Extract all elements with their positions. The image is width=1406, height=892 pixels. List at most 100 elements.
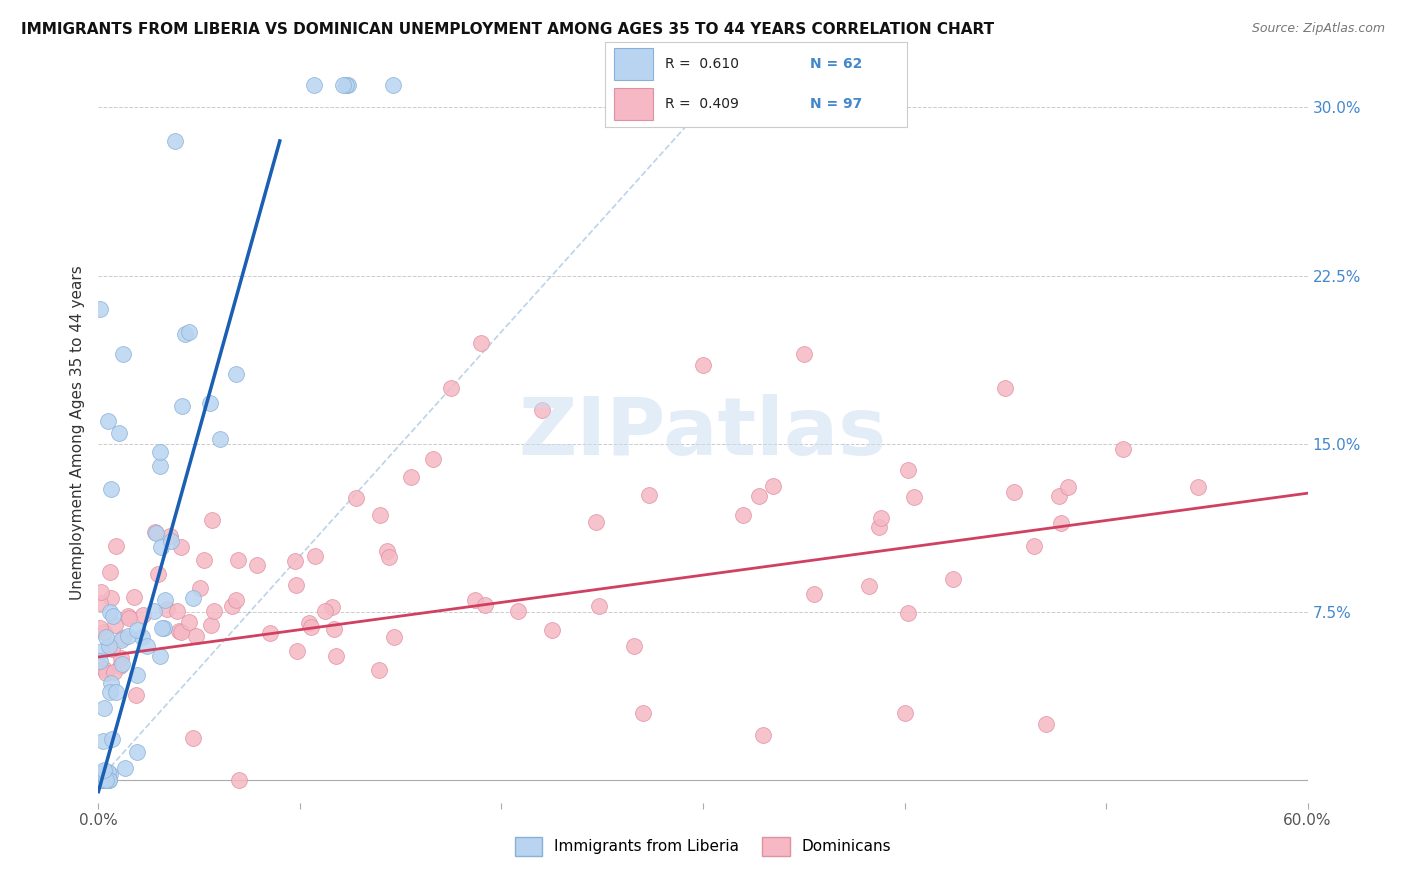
Point [166, 604, 188, 618]
Point [368, 663, 391, 677]
Point [382, 630, 405, 644]
Point [108, 425, 131, 440]
Text: ZIPatlas: ZIPatlas [519, 393, 887, 472]
Point [246, 558, 269, 572]
Point [100, 591, 122, 606]
Point [127, 745, 149, 759]
Point [93, 625, 115, 640]
Point [284, 554, 307, 568]
Text: IMMIGRANTS FROM LIBERIA VS DOMINICAN UNEMPLOYMENT AMONG AGES 35 TO 44 YEARS CORR: IMMIGRANTS FROM LIBERIA VS DOMINICAN UNE… [21, 22, 994, 37]
Point [299, 619, 322, 633]
Point [893, 706, 915, 720]
Point [91, 643, 114, 657]
Point [160, 533, 183, 548]
Text: Source: ZipAtlas.com: Source: ZipAtlas.com [1251, 22, 1385, 36]
Point [298, 616, 321, 631]
Point [304, 549, 326, 563]
Point [335, 78, 357, 92]
Point [337, 78, 360, 92]
Point [1056, 479, 1078, 493]
Point [96, 665, 118, 680]
Point [90, 773, 112, 788]
Point [103, 609, 125, 624]
Point [170, 541, 193, 555]
Point [100, 675, 122, 690]
Point [994, 381, 1017, 395]
Point [399, 470, 422, 484]
Point [304, 78, 326, 92]
Point [89, 659, 111, 673]
Point [94, 773, 117, 788]
Point [163, 134, 186, 148]
Point [97, 639, 120, 653]
Point [870, 511, 893, 525]
Point [284, 577, 307, 591]
Point [118, 611, 141, 625]
Point [188, 581, 211, 595]
Bar [613, 87, 652, 120]
Point [1035, 717, 1057, 731]
Point [93, 701, 115, 715]
Point [225, 367, 247, 381]
Point [131, 630, 153, 644]
Point [117, 629, 139, 643]
Point [221, 599, 243, 614]
Point [100, 642, 122, 657]
Point [172, 399, 194, 413]
Point [508, 604, 530, 618]
Text: N = 62: N = 62 [810, 57, 862, 71]
Point [1022, 539, 1045, 553]
Point [98, 566, 121, 580]
Point [125, 623, 148, 637]
Point [89, 773, 111, 788]
Point [93, 662, 115, 676]
Point [202, 604, 225, 618]
Point [93, 763, 115, 777]
Point [145, 526, 167, 541]
Point [793, 347, 815, 361]
Point [637, 488, 659, 502]
Point [285, 643, 308, 657]
Point [181, 731, 204, 745]
Point [868, 519, 890, 533]
Point [98, 773, 121, 788]
Point [97, 765, 120, 780]
Point [94, 631, 117, 645]
Point [585, 516, 607, 530]
Point [89, 773, 111, 788]
Point [1047, 489, 1070, 503]
Point [228, 773, 250, 788]
Point [762, 479, 785, 493]
Point [422, 451, 444, 466]
Point [752, 729, 775, 743]
Point [89, 302, 111, 317]
Point [146, 567, 169, 582]
Point [150, 540, 173, 554]
Point [143, 525, 166, 540]
Point [179, 615, 201, 629]
Point [631, 706, 654, 720]
Point [100, 482, 122, 496]
Point [375, 544, 398, 558]
Point [156, 602, 179, 616]
Point [1049, 516, 1071, 530]
Point [179, 325, 201, 339]
Point [159, 529, 181, 543]
Point [200, 617, 222, 632]
Point [153, 621, 176, 635]
Point [149, 459, 172, 474]
Point [105, 685, 128, 699]
Point [111, 347, 134, 361]
Point [588, 599, 610, 613]
Point [181, 591, 204, 605]
Point [104, 617, 127, 632]
Point [90, 584, 112, 599]
Text: N = 97: N = 97 [810, 97, 862, 111]
Point [858, 579, 880, 593]
Point [1111, 442, 1133, 456]
Point [897, 606, 920, 620]
Point [692, 359, 714, 373]
Point [903, 490, 925, 504]
Point [201, 513, 224, 527]
Text: R =  0.409: R = 0.409 [665, 97, 740, 111]
